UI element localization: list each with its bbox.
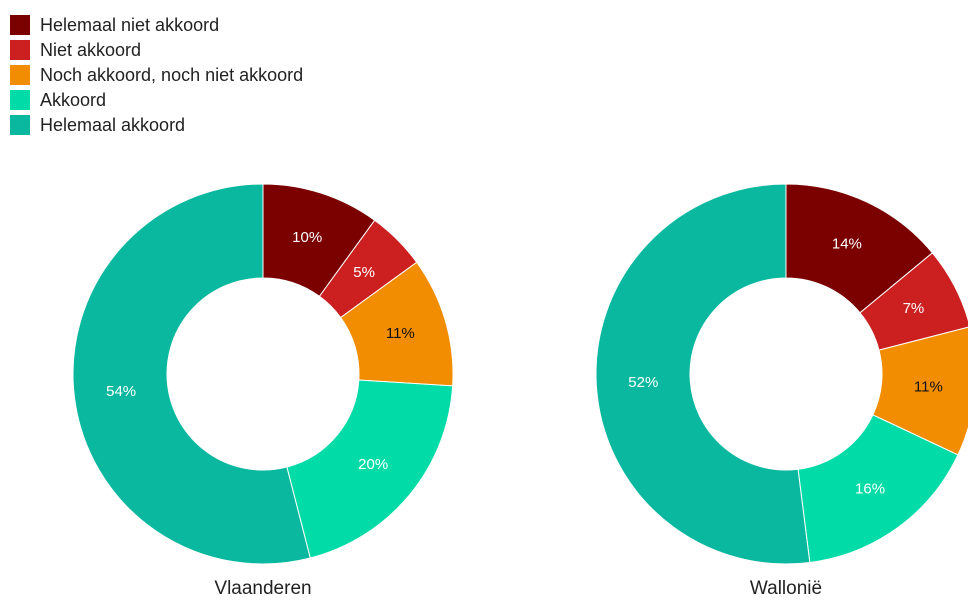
donut-slice xyxy=(72,183,311,565)
slice-label: 11% xyxy=(914,378,943,395)
donut-slice xyxy=(797,414,959,564)
slice-label: 10% xyxy=(292,229,322,246)
slice-label: 11% xyxy=(386,325,415,342)
legend-swatch xyxy=(10,15,30,35)
slice-label: 7% xyxy=(903,300,925,317)
slice-label: 16% xyxy=(855,481,885,498)
legend-text: Noch akkoord, noch niet akkoord xyxy=(40,65,303,85)
slice-label: 52% xyxy=(628,374,658,391)
legend-text: Akkoord xyxy=(40,90,106,110)
slice-label: 20% xyxy=(358,456,388,473)
donut-slice xyxy=(286,379,454,559)
slice-label: 5% xyxy=(353,264,375,281)
legend-swatch xyxy=(10,115,30,135)
legend-text: Helemaal niet akkoord xyxy=(40,15,219,35)
legend-swatch xyxy=(10,65,30,85)
chart-title: Vlaanderen xyxy=(214,578,311,599)
slice-label: 14% xyxy=(832,236,862,253)
chart-title: Wallonië xyxy=(750,578,822,599)
slice-label: 54% xyxy=(106,383,136,400)
legend-swatch xyxy=(10,90,30,110)
legend-swatch xyxy=(10,40,30,60)
legend-text: Helemaal akkoord xyxy=(40,115,185,135)
donut-slice xyxy=(595,183,811,565)
donut-slice xyxy=(859,252,968,351)
legend-text: Niet akkoord xyxy=(40,40,141,60)
